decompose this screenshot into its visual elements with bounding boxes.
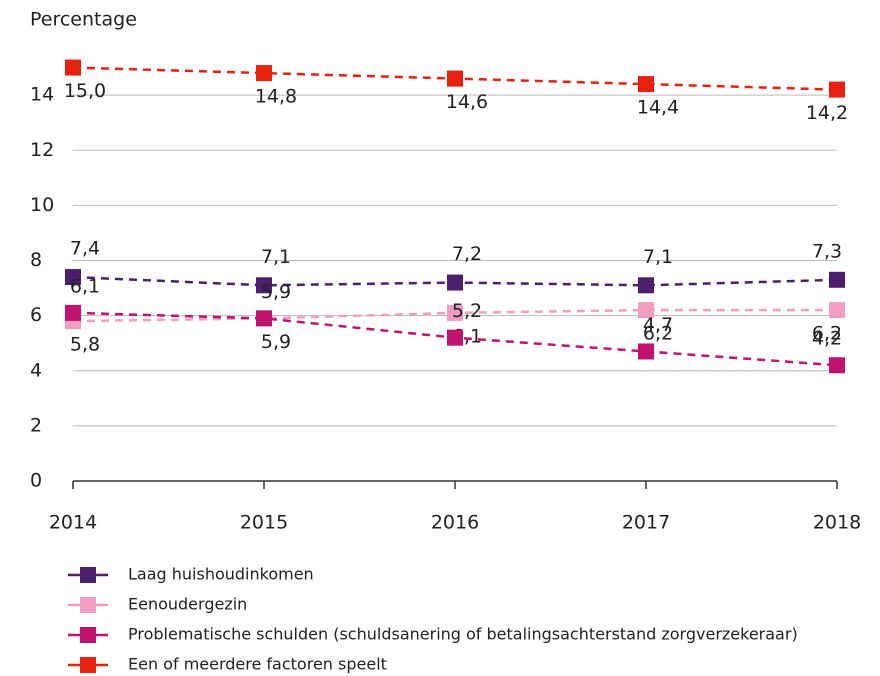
y-tick-label: 10 — [30, 194, 54, 216]
marker — [829, 357, 845, 374]
marker — [447, 274, 463, 291]
marker — [256, 310, 272, 327]
y-tick-label: 2 — [30, 414, 42, 436]
value-label: 6,1 — [70, 275, 100, 297]
value-label: 5,9 — [261, 281, 291, 303]
value-label: 7,4 — [70, 238, 100, 260]
y-tick-label: 8 — [30, 249, 42, 271]
x-tick-label: 2018 — [813, 512, 861, 534]
marker — [447, 304, 463, 321]
y-tick-label: 4 — [30, 359, 42, 381]
x-tick-label: 2016 — [431, 512, 479, 534]
value-label: 7,1 — [643, 246, 673, 268]
value-label: 7,3 — [812, 240, 842, 262]
y-tick-label: 14 — [30, 84, 54, 106]
value-label: 14,8 — [255, 86, 297, 108]
marker — [256, 277, 272, 294]
marker — [829, 81, 845, 98]
marker — [65, 304, 81, 321]
legend-label: Laag huishoudinkomen — [128, 565, 314, 584]
value-label: 5,8 — [70, 334, 100, 356]
value-label: 15,0 — [64, 80, 106, 102]
legend-marker — [80, 657, 96, 673]
value-label: 6,2 — [812, 323, 842, 345]
value-label: 14,4 — [637, 97, 679, 119]
marker — [638, 343, 654, 360]
value-label: 7,1 — [261, 246, 291, 268]
x-tick-label: 2017 — [622, 512, 670, 534]
y-tick-label: 12 — [30, 139, 54, 161]
legend-label: Eenoudergezin — [128, 595, 247, 614]
legend-label: Een of meerdere factoren speelt — [128, 655, 387, 674]
value-label: 4,2 — [812, 328, 842, 350]
marker — [447, 70, 463, 87]
value-label: 5,9 — [261, 331, 291, 353]
marker — [829, 302, 845, 319]
x-tick-label: 2015 — [240, 512, 288, 534]
legend-marker — [80, 627, 96, 643]
legend-marker — [80, 567, 96, 583]
value-label: 4,7 — [643, 314, 673, 336]
value-label: 14,6 — [446, 91, 488, 113]
marker — [829, 271, 845, 288]
legend-label: Problematische schulden (schuldsanering … — [128, 625, 798, 644]
marker — [256, 65, 272, 82]
y-axis-label: Percentage — [30, 9, 137, 31]
value-label: 14,2 — [806, 102, 848, 124]
y-tick-label: 6 — [30, 304, 42, 326]
value-label: 5,2 — [452, 300, 482, 322]
y-tick-label: 0 — [30, 470, 42, 492]
value-label: 6,2 — [643, 323, 673, 345]
marker — [638, 302, 654, 319]
marker — [65, 269, 81, 286]
value-label: 7,2 — [452, 243, 482, 265]
x-tick-label: 2014 — [49, 512, 97, 534]
marker — [638, 76, 654, 93]
marker — [447, 329, 463, 346]
marker — [638, 277, 654, 294]
legend-marker — [80, 597, 96, 613]
marker — [65, 59, 81, 76]
